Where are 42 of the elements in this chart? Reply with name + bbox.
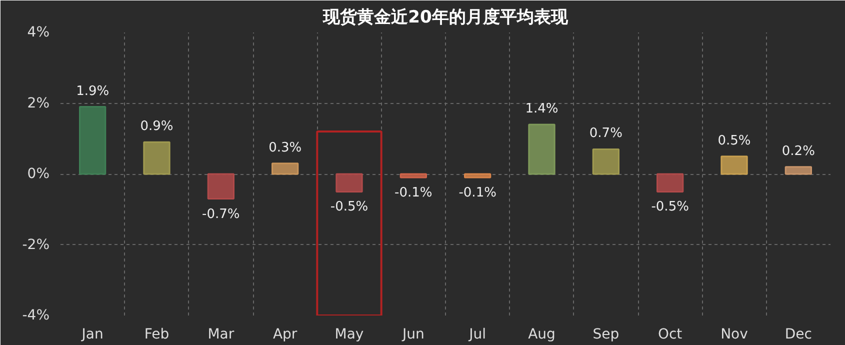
x-tick-label: Apr	[272, 326, 298, 342]
x-tick-label: May	[334, 326, 364, 342]
bar	[656, 173, 684, 192]
bar	[79, 106, 106, 175]
data-label: 0.3%	[268, 140, 302, 156]
bar	[784, 166, 812, 175]
bar	[272, 162, 299, 175]
bar	[207, 173, 234, 200]
bar	[143, 141, 170, 175]
x-tick-label: Dec	[784, 326, 812, 342]
bar	[720, 156, 748, 175]
x-tick-label: Jan	[80, 326, 104, 342]
data-label: 1.9%	[76, 84, 110, 99]
data-label: 0.9%	[140, 119, 174, 134]
data-label: -0.1%	[458, 186, 496, 201]
bar	[592, 148, 620, 175]
x-tick-label: Jul	[468, 326, 486, 342]
data-label: -0.1%	[394, 186, 432, 201]
x-tick-label: Jun	[401, 326, 424, 342]
bar	[400, 173, 427, 178]
x-tick-label: Oct	[658, 326, 683, 342]
data-label: -0.5%	[330, 200, 368, 215]
y-tick-label: -4%	[22, 308, 50, 324]
x-tick-label: Nov	[720, 326, 748, 342]
x-tick-label: Aug	[528, 326, 556, 342]
data-label: 0.7%	[589, 126, 622, 142]
y-tick-label: 2%	[27, 95, 50, 112]
data-label: 0.5%	[718, 133, 751, 148]
bar	[528, 124, 556, 175]
chart-title: 现货黄金近20年的月度平均表现	[322, 8, 569, 28]
bar	[336, 173, 363, 192]
bar	[464, 173, 492, 178]
y-tick-label: 0%	[27, 166, 50, 182]
data-label: 0.2%	[782, 144, 815, 159]
x-tick-label: Feb	[144, 326, 170, 342]
data-label: 1.4%	[525, 101, 558, 116]
x-tick-label: Mar	[208, 326, 234, 342]
x-tick-label: Sep	[592, 326, 620, 342]
y-tick-label: -2%	[22, 236, 50, 253]
data-label: -0.7%	[202, 206, 240, 222]
data-label: -0.5%	[651, 200, 689, 215]
y-tick-label: 4%	[27, 24, 50, 40]
